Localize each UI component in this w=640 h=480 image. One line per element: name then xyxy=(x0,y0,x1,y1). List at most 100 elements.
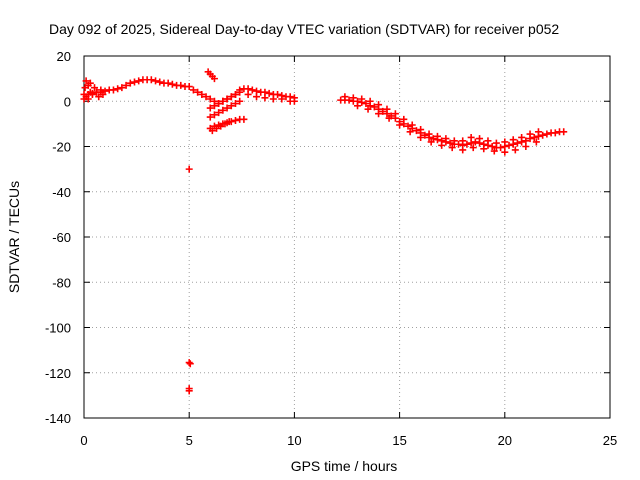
data-point xyxy=(206,113,214,121)
data-point xyxy=(408,121,416,129)
data-point xyxy=(219,106,227,114)
data-point xyxy=(404,122,412,130)
data-point xyxy=(210,111,218,119)
data-point xyxy=(471,138,479,146)
y-tick-label: -20 xyxy=(52,140,71,155)
data-point xyxy=(383,105,391,113)
data-point xyxy=(231,100,239,108)
data-point xyxy=(417,126,425,134)
data-point xyxy=(93,88,101,96)
series-mid-outlier-top xyxy=(204,68,218,83)
data-point xyxy=(349,94,357,102)
data-point xyxy=(391,110,399,118)
plot-frame xyxy=(83,55,611,419)
series-outliers xyxy=(185,165,194,395)
data-point xyxy=(488,143,496,150)
data-point xyxy=(459,146,467,154)
data-point xyxy=(240,115,248,123)
x-tick-labels: 0 5 10 15 20 25 xyxy=(80,433,617,448)
data-point xyxy=(476,135,484,143)
data-point xyxy=(185,165,193,173)
data-point xyxy=(99,90,107,98)
data-point xyxy=(231,116,239,124)
data-point xyxy=(130,78,138,86)
data-point xyxy=(450,137,458,145)
x-tick-label: 10 xyxy=(287,433,301,448)
data-point xyxy=(185,359,193,367)
data-point xyxy=(526,130,534,138)
data-point xyxy=(522,143,530,150)
data-point xyxy=(366,97,374,105)
data-point xyxy=(532,138,540,146)
data-point xyxy=(448,144,456,152)
data-point xyxy=(362,100,370,108)
data-point xyxy=(88,90,96,98)
data-point xyxy=(480,145,488,153)
data-point xyxy=(358,95,366,103)
series-mid-streak-b xyxy=(206,97,244,121)
y-tick-labels: 20 0 -20 -40 -60 -80 -100 -120 -140 xyxy=(45,49,71,426)
series-afternoon-arc xyxy=(337,96,568,152)
data-point xyxy=(164,79,172,87)
y-tick-label: -60 xyxy=(52,230,71,245)
data-point xyxy=(459,137,467,145)
data-point xyxy=(213,124,221,132)
data-point xyxy=(511,146,519,154)
data-point xyxy=(425,130,433,138)
data-point xyxy=(109,86,117,94)
series-mid-streak-c xyxy=(206,86,244,112)
data-point xyxy=(442,135,450,143)
data-point xyxy=(501,138,509,146)
data-point xyxy=(492,139,500,147)
data-point xyxy=(97,86,105,94)
data-point xyxy=(118,84,126,92)
data-point xyxy=(231,90,239,98)
data-point xyxy=(223,104,231,112)
data-point xyxy=(253,93,261,101)
data-point xyxy=(168,80,176,88)
data-point xyxy=(194,88,202,96)
data-point xyxy=(433,132,441,140)
y-axis-label: SDTVAR / TECUs xyxy=(6,181,22,293)
data-point xyxy=(370,103,378,111)
data-point xyxy=(225,118,233,126)
series-late-morning xyxy=(240,85,298,102)
data-point xyxy=(210,102,218,110)
series-afternoon-arc-upper xyxy=(341,93,542,147)
data-point xyxy=(269,95,277,103)
data-point xyxy=(484,137,492,145)
data-point xyxy=(406,128,414,136)
data-point xyxy=(236,86,244,94)
data-point xyxy=(202,93,210,101)
data-point xyxy=(198,90,206,98)
x-tick-label: 5 xyxy=(186,433,193,448)
data-point xyxy=(223,95,231,103)
data-point xyxy=(126,79,134,87)
data-point xyxy=(278,95,286,103)
y-tick-label: 20 xyxy=(57,49,71,64)
series-mid-streak-d xyxy=(208,118,233,135)
data-point xyxy=(551,129,559,137)
data-point xyxy=(421,131,429,139)
data-point xyxy=(341,93,349,101)
data-point xyxy=(248,86,256,94)
data-point xyxy=(438,141,446,149)
data-point xyxy=(206,95,214,103)
series-afternoon-arc-lower xyxy=(354,102,540,156)
x-axis-label: GPS time / hours xyxy=(291,458,398,474)
data-point xyxy=(215,109,223,117)
data-point xyxy=(354,102,362,110)
data-point xyxy=(530,133,538,141)
data-point xyxy=(86,79,94,87)
data-point xyxy=(91,84,99,92)
x-tick-label: 15 xyxy=(392,433,406,448)
data-point xyxy=(206,104,214,112)
data-point xyxy=(560,128,568,136)
y-tick-label: -120 xyxy=(45,366,71,381)
y-tick-label: -140 xyxy=(45,411,71,426)
data-point xyxy=(379,107,387,115)
y-tick-label: -100 xyxy=(45,321,71,336)
x-tick-label: 20 xyxy=(498,433,512,448)
data-point xyxy=(505,141,513,149)
data-point xyxy=(446,139,454,147)
